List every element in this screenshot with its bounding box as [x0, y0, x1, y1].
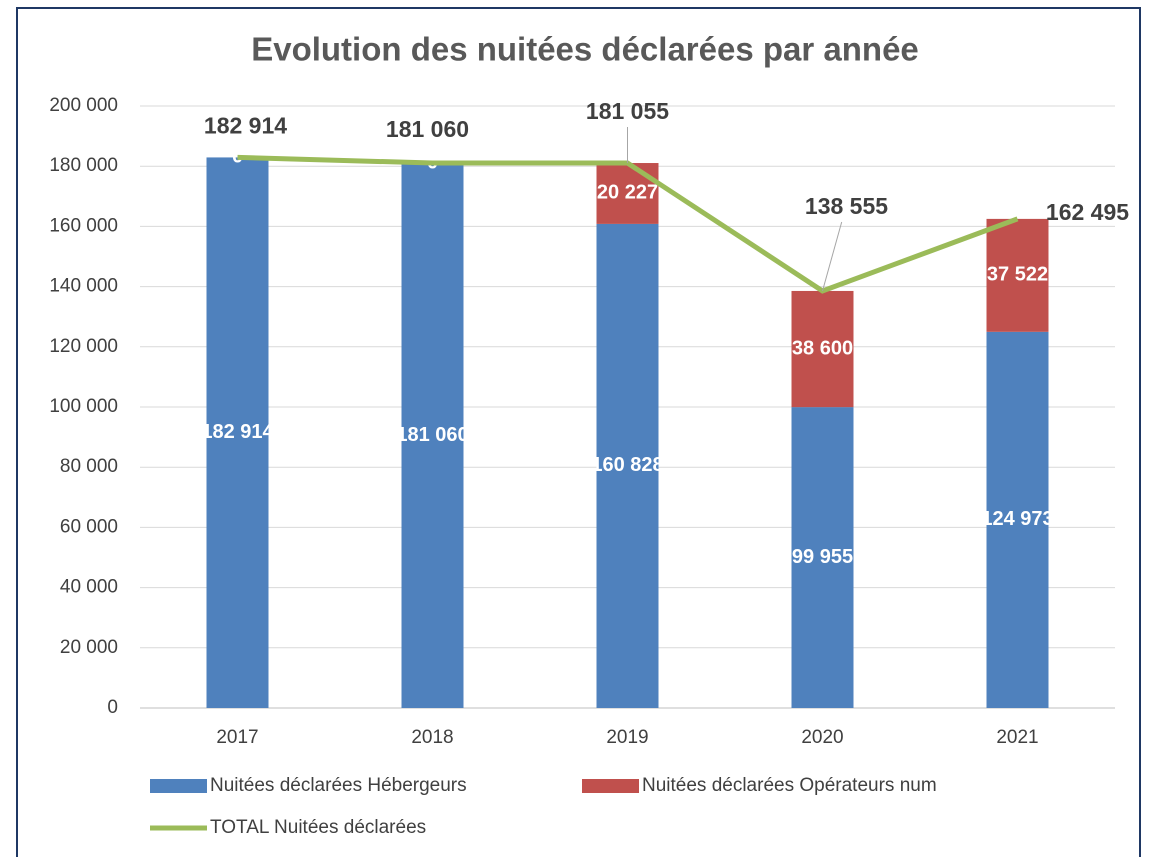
y-tick-label: 120 000: [49, 336, 118, 357]
x-tick-label: 2018: [411, 727, 453, 748]
bar-value-label: 99 955: [792, 546, 853, 568]
bar-value-label: 160 828: [591, 454, 663, 476]
legend-label: Nuitées déclarées Hébergeurs: [210, 775, 467, 796]
x-tick-label: 2017: [216, 727, 258, 748]
y-tick-label: 100 000: [49, 396, 118, 417]
legend-label: TOTAL Nuitées déclarées: [210, 817, 426, 838]
y-tick-label: 40 000: [60, 577, 118, 598]
chart-border: [16, 7, 1141, 857]
x-tick-label: 2019: [606, 727, 648, 748]
chart-title: Evolution des nuitées déclarées par anné…: [251, 31, 919, 68]
line-value-label: 182 914: [204, 113, 287, 139]
legend-label: Nuitées déclarées Opérateurs num: [642, 775, 937, 796]
y-tick-label: 60 000: [60, 516, 118, 537]
y-tick-label: 0: [107, 697, 118, 718]
bar: [791, 407, 854, 708]
line-value-label: 181 060: [386, 116, 469, 142]
bar-value-label: 20 227: [597, 182, 658, 204]
x-tick-label: 2020: [801, 727, 843, 748]
line-value-label: 138 555: [805, 193, 888, 219]
bar: [206, 157, 269, 709]
y-tick-label: 160 000: [49, 215, 118, 236]
bar-value-label: 182 914: [201, 421, 274, 443]
bar: [596, 223, 659, 708]
bar: [986, 331, 1049, 708]
leader-line: [822, 221, 843, 292]
bar: [401, 163, 464, 708]
x-tick-label: 2021: [996, 727, 1038, 748]
bar-value-label: 0: [232, 146, 243, 168]
bar-value-label: 37 522: [987, 264, 1048, 286]
line-value-label: 181 055: [586, 98, 669, 124]
line-value-label: 162 495: [1046, 199, 1129, 225]
legend-swatch: [582, 779, 639, 793]
legend-swatch: [150, 779, 207, 793]
bar: [791, 290, 854, 408]
bar: [986, 218, 1049, 332]
y-tick-label: 20 000: [60, 637, 118, 658]
bar: [596, 163, 659, 224]
y-tick-label: 180 000: [49, 155, 118, 176]
bar-value-label: 38 600: [792, 337, 853, 359]
y-tick-label: 140 000: [49, 276, 118, 297]
bar-value-label: 181 060: [396, 424, 468, 446]
bar-value-label: 124 973: [981, 508, 1053, 530]
y-tick-label: 200 000: [49, 95, 118, 116]
y-tick-label: 80 000: [60, 456, 118, 477]
